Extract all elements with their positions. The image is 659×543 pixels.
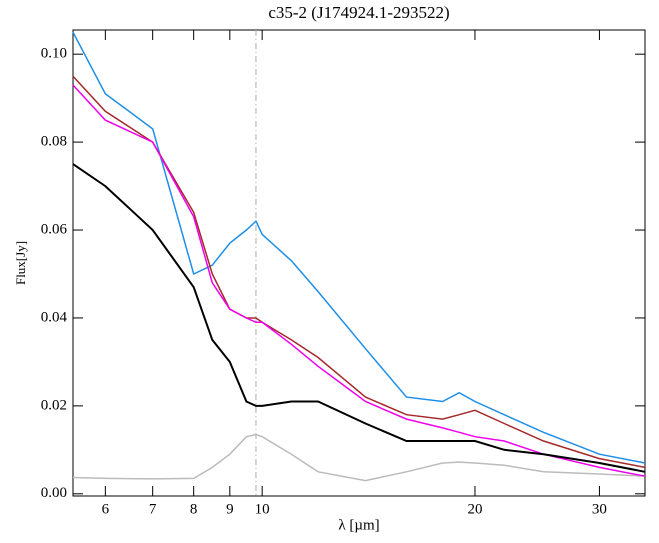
data-line	[72, 31, 646, 464]
data-line	[72, 433, 646, 482]
x-tick-label: 20	[467, 501, 482, 517]
y-tick-label: 0.08	[41, 134, 67, 150]
x-tick-label: 7	[149, 501, 157, 517]
x-tick-label: 30	[592, 501, 607, 517]
x-tick-label: 6	[102, 501, 110, 517]
data-line	[72, 84, 646, 477]
x-tick-label: 9	[226, 501, 234, 517]
x-axis-label: λ [µm]	[338, 517, 379, 533]
y-tick-label: 0.00	[41, 485, 67, 501]
y-tick-label: 0.02	[41, 397, 67, 413]
y-tick-label: 0.04	[41, 309, 68, 325]
y-axis-label: Flux[Jy]	[13, 241, 28, 285]
data-line	[72, 75, 646, 469]
y-tick-label: 0.06	[41, 221, 68, 237]
y-tick-label: 0.10	[41, 46, 67, 62]
plot-frame	[72, 29, 646, 497]
chart-title: c35-2 (J174924.1-293522)	[268, 3, 449, 22]
data-line	[72, 163, 646, 473]
x-tick-label: 10	[255, 501, 270, 517]
x-tick-label: 8	[190, 501, 198, 517]
